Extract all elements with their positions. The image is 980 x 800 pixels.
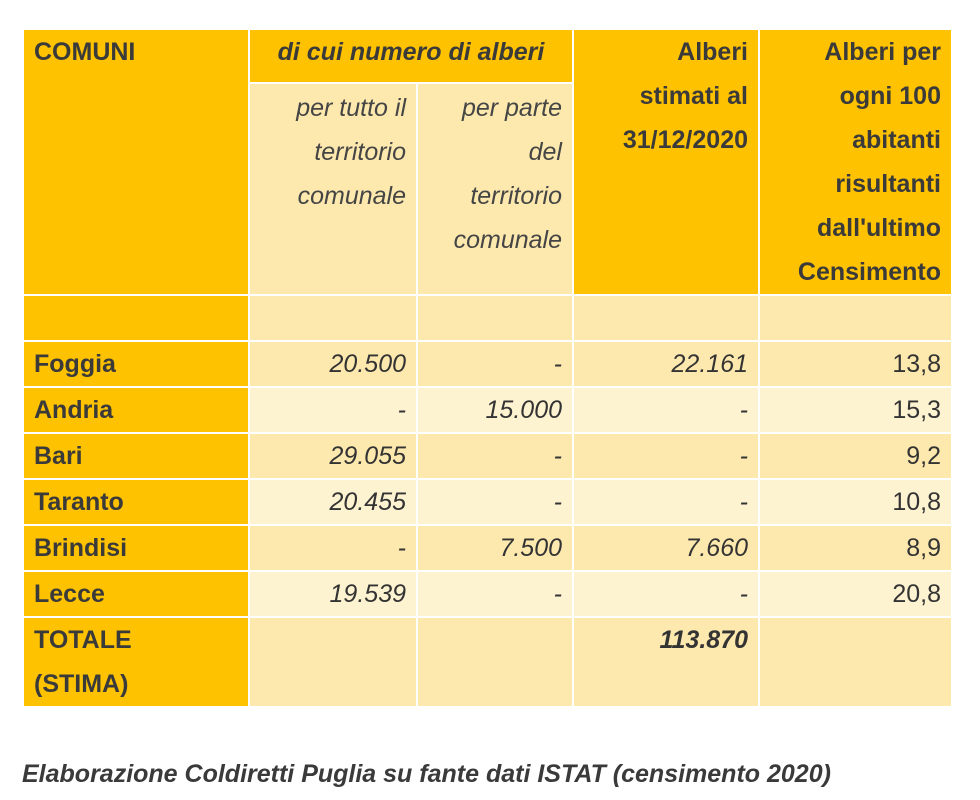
row-name: Taranto bbox=[22, 478, 250, 526]
row-name: Bari bbox=[22, 432, 250, 480]
header-per100-line: risultanti bbox=[835, 170, 941, 198]
cell-per100: 8,9 bbox=[758, 524, 953, 572]
empty-row bbox=[22, 294, 953, 342]
header-stimati: Alberi stimati al 31/12/2020 bbox=[572, 28, 760, 296]
cell-stimati: - bbox=[572, 478, 760, 526]
cell-tutto: 20.455 bbox=[248, 478, 418, 526]
subheader-tutto: per tutto il territorio comunale bbox=[248, 82, 418, 296]
table-row: Taranto 20.455 - - 10,8 bbox=[22, 478, 953, 526]
trees-table: COMUNI di cui numero di alberi Alberi st… bbox=[22, 27, 953, 708]
cell-parte: 15.000 bbox=[416, 386, 574, 434]
cell-per100: 15,3 bbox=[758, 386, 953, 434]
cell-stimati: 22.161 bbox=[572, 340, 760, 388]
subheader-tutto-line: per tutto il bbox=[296, 94, 406, 123]
cell-tutto: 29.055 bbox=[248, 432, 418, 480]
cell-tutto: 19.539 bbox=[248, 570, 418, 618]
table-row: Lecce 19.539 - - 20,8 bbox=[22, 570, 953, 618]
cell-stimati: - bbox=[572, 432, 760, 480]
total-row: TOTALE (STIMA) 113.870 bbox=[22, 616, 953, 708]
table-row: Brindisi - 7.500 7.660 8,9 bbox=[22, 524, 953, 572]
empty-cell bbox=[416, 294, 574, 342]
total-label-line: (STIMA) bbox=[34, 670, 129, 698]
cell-tutto: - bbox=[248, 386, 418, 434]
empty-cell bbox=[248, 294, 418, 342]
cell-tutto: - bbox=[248, 524, 418, 572]
total-label: TOTALE (STIMA) bbox=[22, 616, 250, 708]
table-row: Andria - 15.000 - 15,3 bbox=[22, 386, 953, 434]
empty-cell bbox=[572, 294, 760, 342]
cell-parte: - bbox=[416, 478, 574, 526]
cell-parte: - bbox=[416, 340, 574, 388]
total-label-line: TOTALE bbox=[34, 626, 132, 654]
empty-cell bbox=[22, 294, 250, 342]
header-stimati-line: Alberi bbox=[677, 38, 748, 66]
table-row: Foggia 20.500 - 22.161 13,8 bbox=[22, 340, 953, 388]
total-stimati-value: 113.870 bbox=[659, 626, 748, 654]
header-per100-line: Censimento bbox=[797, 258, 941, 286]
total-stimati: 113.870 bbox=[572, 616, 760, 708]
cell-parte: - bbox=[416, 570, 574, 618]
subheader-parte: per parte del territorio comunale bbox=[416, 82, 574, 296]
header-per100-line: dall'ultimo bbox=[817, 214, 941, 242]
header-group: di cui numero di alberi bbox=[248, 27, 574, 85]
subheader-parte-line: per parte bbox=[461, 94, 562, 123]
header-stimati-line: stimati al bbox=[639, 82, 748, 110]
empty-cell bbox=[758, 294, 953, 342]
cell-per100: 13,8 bbox=[758, 340, 953, 388]
cell-tutto: 20.500 bbox=[248, 340, 418, 388]
header-per100: Alberi per ogni 100 abitanti risultanti … bbox=[758, 28, 953, 296]
row-name: Andria bbox=[22, 386, 250, 434]
cell-per100: 10,8 bbox=[758, 478, 953, 526]
header-per100-line: Alberi per bbox=[824, 38, 941, 66]
table-row: Bari 29.055 - - 9,2 bbox=[22, 432, 953, 480]
header-per100-line: abitanti bbox=[852, 126, 941, 154]
cell-stimati: - bbox=[572, 386, 760, 434]
subheader-parte-line: comunale bbox=[453, 226, 562, 255]
total-per100 bbox=[758, 616, 953, 708]
row-name: Lecce bbox=[22, 570, 250, 618]
cell-parte: - bbox=[416, 432, 574, 480]
header-per100-line: ogni 100 bbox=[839, 82, 941, 110]
cell-stimati: 7.660 bbox=[572, 524, 760, 572]
row-name: Foggia bbox=[22, 340, 250, 388]
subheader-tutto-line: comunale bbox=[297, 182, 406, 211]
subheader-parte-line: del bbox=[528, 138, 562, 167]
cell-parte: 7.500 bbox=[416, 524, 574, 572]
row-name: Brindisi bbox=[22, 524, 250, 572]
header-stimati-line: 31/12/2020 bbox=[622, 126, 748, 154]
cell-stimati: - bbox=[572, 570, 760, 618]
source-caption: Elaborazione Coldiretti Puglia su fante … bbox=[22, 760, 831, 788]
header-comuni: COMUNI bbox=[22, 28, 250, 296]
total-tutto bbox=[248, 616, 418, 708]
subheader-parte-line: territorio bbox=[470, 182, 562, 211]
cell-per100: 9,2 bbox=[758, 432, 953, 480]
total-parte bbox=[416, 616, 574, 708]
cell-per100: 20,8 bbox=[758, 570, 953, 618]
subheader-tutto-line: territorio bbox=[314, 138, 406, 167]
